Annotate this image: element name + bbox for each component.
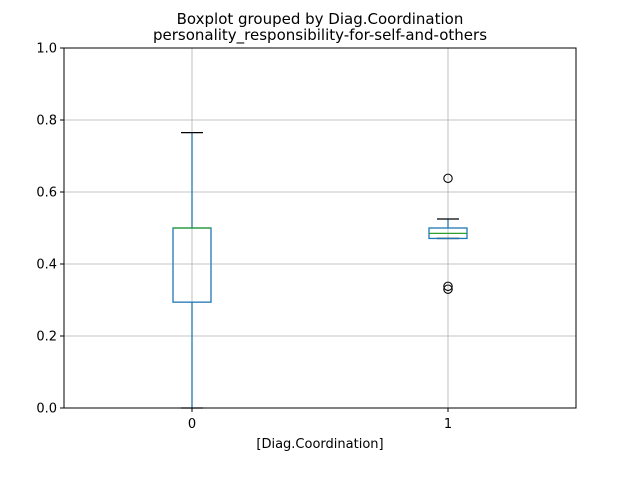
axes-frame <box>63 47 577 409</box>
y-tick-label: 0.6 <box>36 186 57 201</box>
outlier-point <box>443 173 453 184</box>
chart-subtitle: personality_responsibility-for-self-and-… <box>153 26 487 45</box>
y-tick-label: 0.4 <box>36 258 57 273</box>
boxes <box>172 131 468 409</box>
y-tick-label: 0.2 <box>36 330 57 345</box>
axis-ticks: 0.0 0.2 0.4 0.6 0.8 1.0 0 1 <box>36 42 452 433</box>
x-axis-label: [Diag.Coordination] <box>256 437 383 452</box>
box-group-1 <box>428 173 468 294</box>
outlier-point <box>443 281 453 292</box>
y-tick-label: 0.0 <box>36 402 57 417</box>
y-tick-label: 0.8 <box>36 114 57 129</box>
outlier-point <box>443 284 453 294</box>
chart-title: Boxplot grouped by Diag.Coordination <box>177 10 464 28</box>
y-tick-label: 1.0 <box>36 42 57 57</box>
x-tick-label: 0 <box>188 417 196 432</box>
x-tick-label: 1 <box>444 417 452 432</box>
grid <box>64 47 576 409</box>
